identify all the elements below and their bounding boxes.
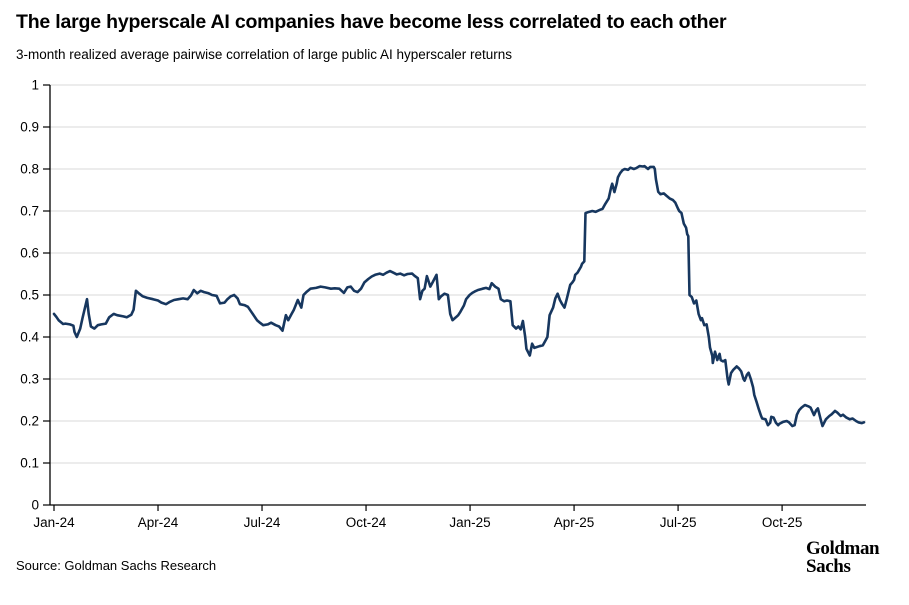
chart-subtitle: 3-month realized average pairwise correl… xyxy=(16,47,512,62)
source-note: Source: Goldman Sachs Research xyxy=(16,558,217,573)
goldman-sachs-logo-line1: Goldman xyxy=(806,538,880,559)
svg-text:0.3: 0.3 xyxy=(20,372,39,387)
svg-text:0.2: 0.2 xyxy=(20,414,39,429)
goldman-sachs-logo-line2: Sachs xyxy=(806,556,851,578)
svg-text:0.6: 0.6 xyxy=(20,246,39,261)
svg-text:Oct-24: Oct-24 xyxy=(346,515,387,530)
svg-text:0.5: 0.5 xyxy=(20,288,39,303)
svg-text:Apr-24: Apr-24 xyxy=(138,515,179,530)
svg-text:0.9: 0.9 xyxy=(20,120,39,135)
svg-text:Jan-24: Jan-24 xyxy=(33,515,75,530)
svg-text:1: 1 xyxy=(31,78,39,93)
svg-text:0.7: 0.7 xyxy=(20,204,39,219)
svg-text:Jul-25: Jul-25 xyxy=(660,515,697,530)
svg-text:Apr-25: Apr-25 xyxy=(554,515,595,530)
svg-text:0: 0 xyxy=(31,498,39,513)
svg-text:Jan-25: Jan-25 xyxy=(449,515,490,530)
svg-text:0.1: 0.1 xyxy=(20,456,39,471)
svg-text:0.4: 0.4 xyxy=(20,330,39,345)
svg-text:Oct-25: Oct-25 xyxy=(762,515,803,530)
goldman-sachs-logo: Goldman Sachs xyxy=(806,538,880,578)
chart-title: The large hyperscale AI companies have b… xyxy=(16,11,727,33)
svg-text:0.8: 0.8 xyxy=(20,162,39,177)
svg-text:Jul-24: Jul-24 xyxy=(244,515,281,530)
